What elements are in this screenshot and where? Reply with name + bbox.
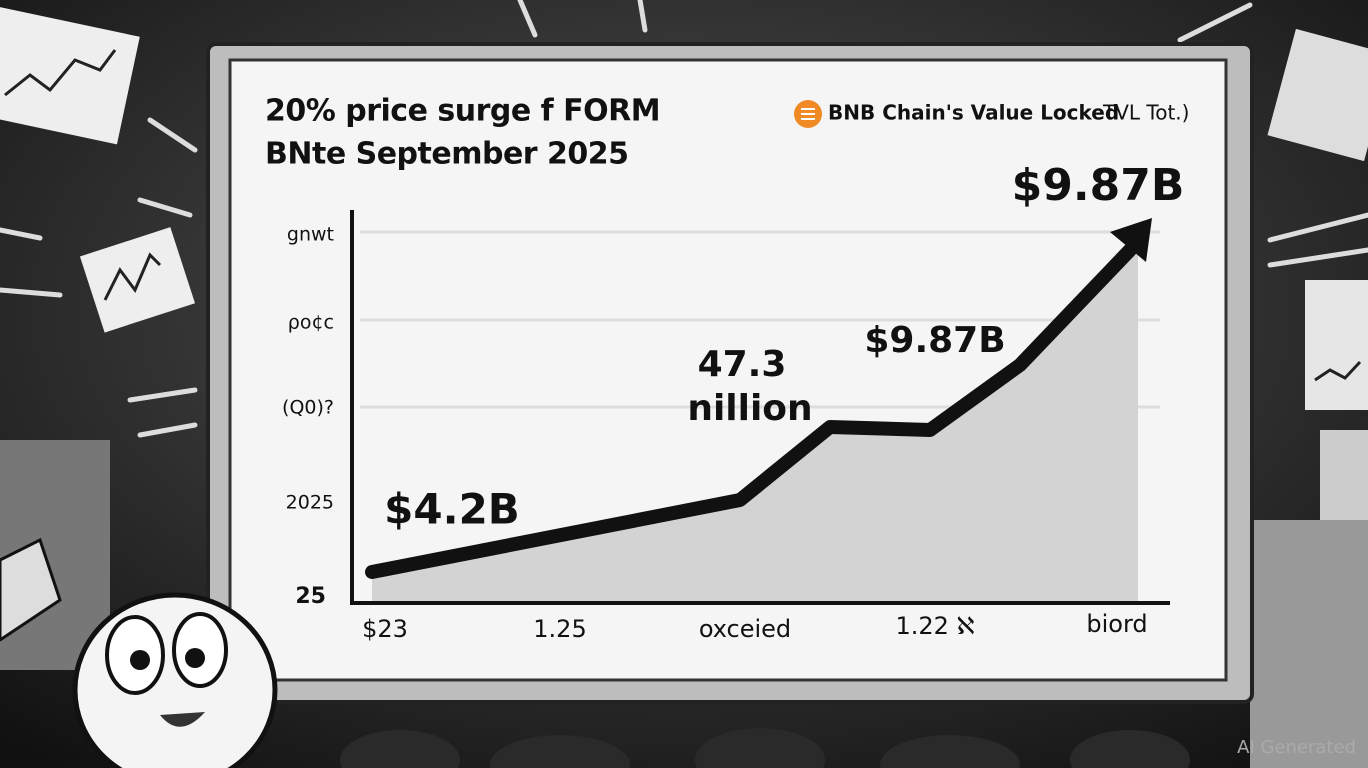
floating-cards [0,5,1368,768]
area [372,245,1138,603]
annotation: $4.2B [384,485,520,534]
title: BNte September 2025 [265,137,629,172]
legend-label: BNB Chain's Value Locked [828,101,1119,125]
annotation: 47.3 [698,344,787,385]
y-label: 25 [295,584,326,609]
x-label: 1.25 [533,615,586,643]
legend-icon-lines [801,108,815,120]
x-label: 1.22 ℵ [896,612,975,640]
annotation: $9.87B [864,320,1005,361]
x-label: $23 [362,615,408,643]
arrow-head [1110,218,1152,262]
y-label: 2025 [286,492,334,514]
y-label: (Q0)? [282,397,334,419]
annotation: $9.87B [1012,160,1185,211]
y-label: gnwt [287,224,334,246]
legend-extra: TVL Tot.) [1102,101,1189,125]
x-label: oxceied [699,615,791,643]
annotation: nillion [687,388,812,429]
crowd [340,728,1190,768]
title: 20% price surge f FORM [265,94,660,129]
x-label: biord [1086,610,1147,638]
character [0,537,278,768]
speed-lines [0,0,1368,438]
y-label: ρo¢c [288,312,334,334]
watermark: AI Generated [1237,737,1356,758]
trend-line [365,243,1137,579]
